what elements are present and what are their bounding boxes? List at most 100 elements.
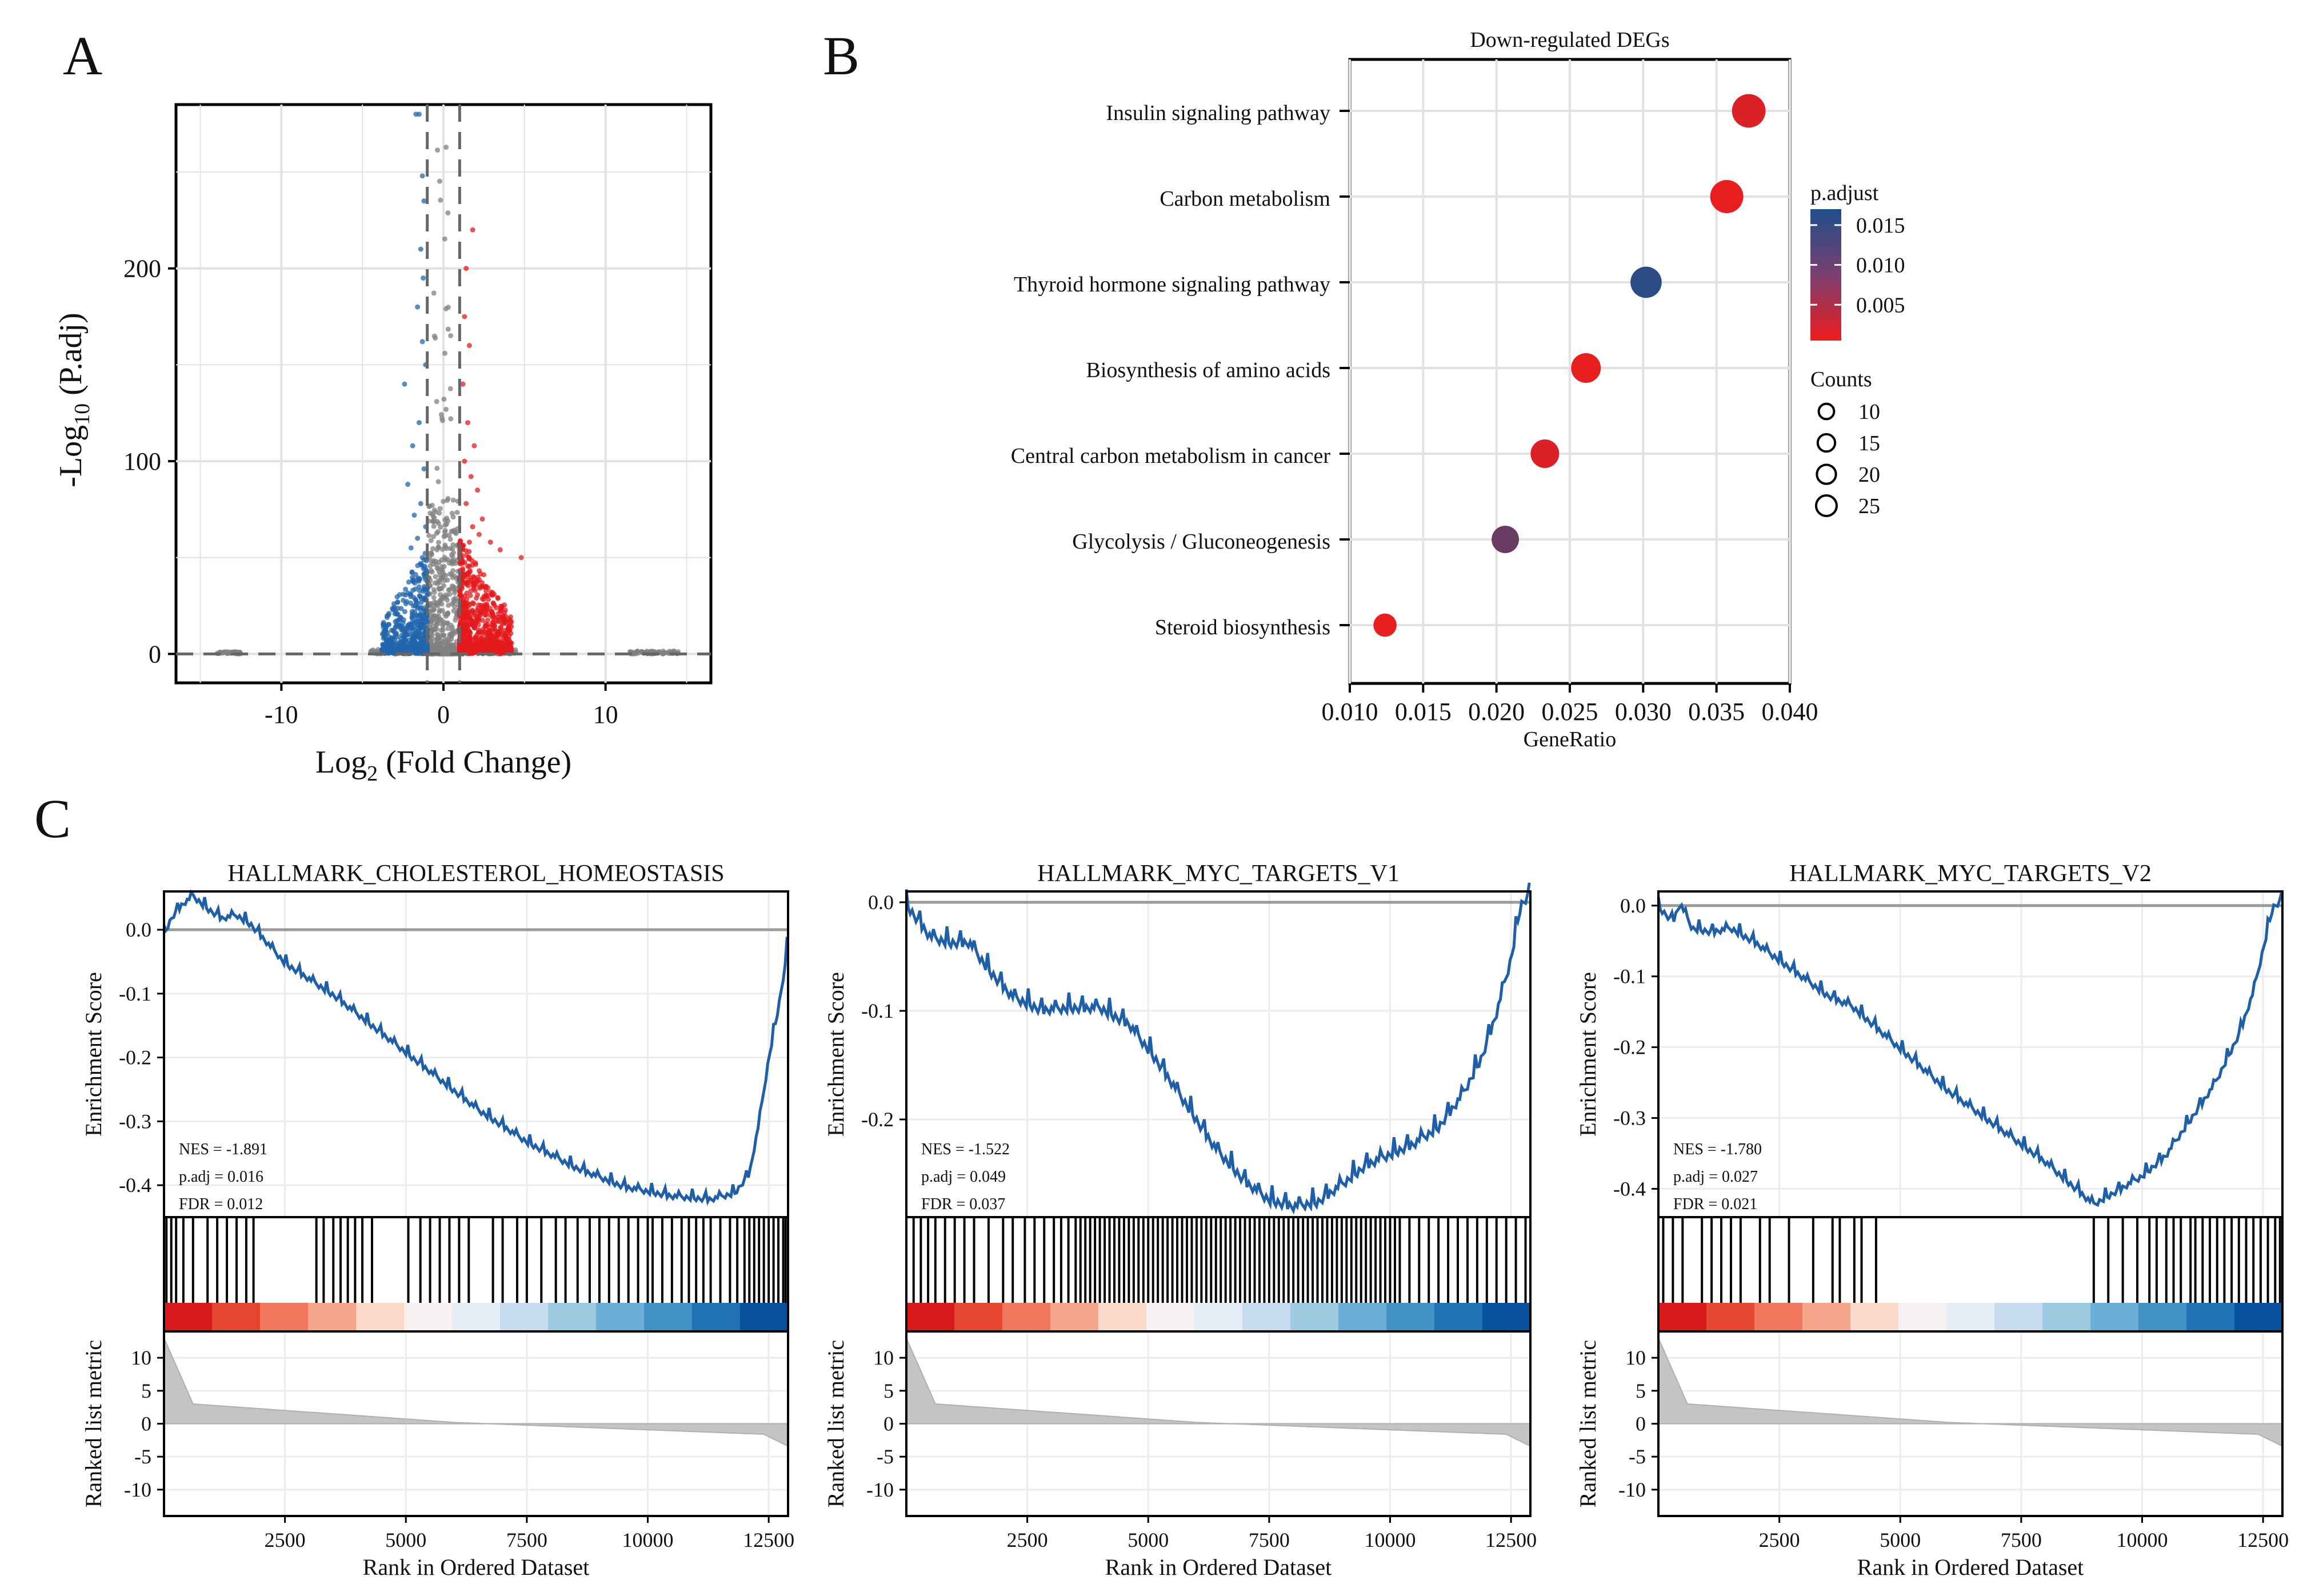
volcano-point-up — [477, 643, 483, 649]
gsea-metric-tick-label: 10 — [131, 1346, 151, 1369]
volcano-point-ns — [435, 581, 441, 586]
volcano-point-down — [413, 111, 419, 117]
volcano-point-ns — [439, 608, 445, 614]
legend-size-items: 10 15 20 25 — [1815, 400, 1880, 518]
volcano-point-ns — [447, 591, 453, 597]
volcano-point-up — [476, 531, 482, 537]
volcano-point-down — [393, 623, 399, 629]
gsea-running-es-line — [162, 889, 789, 1206]
volcano-point-down — [421, 566, 426, 571]
volcano-point-up — [497, 646, 503, 651]
volcano-point-up — [473, 621, 479, 626]
gsea-rank-heat-block — [1002, 1303, 1051, 1331]
gsea-x-axis-title: Rank in Ordered Dataset — [363, 1554, 590, 1580]
volcano-point-down — [415, 575, 421, 581]
volcano-point-down — [417, 593, 422, 599]
volcano-point-down — [409, 622, 414, 628]
volcano-point-down — [408, 646, 414, 652]
volcano-point-down — [418, 501, 423, 506]
volcano-point-up — [462, 314, 467, 319]
dotplot-point — [1710, 180, 1744, 213]
volcano-point-up — [508, 630, 514, 636]
gsea-hit-panel — [906, 1217, 1530, 1303]
volcano-point-up — [490, 590, 495, 595]
gsea-rank-heat-block — [1850, 1303, 1899, 1331]
gsea-es-tick-label: -0.1 — [861, 999, 894, 1022]
volcano-point-down — [391, 601, 397, 607]
gsea-x-tick-label: 5000 — [1880, 1529, 1921, 1551]
legend-size-title: Counts — [1810, 367, 1872, 391]
volcano-point-ns — [438, 412, 444, 418]
gsea-nes-text: NES = -1.522 — [921, 1141, 1010, 1158]
volcano-point-up — [468, 474, 474, 479]
volcano-point-ns — [446, 645, 451, 650]
volcano-point-ns — [431, 523, 437, 529]
gsea-es-tick-label: -0.2 — [119, 1046, 151, 1069]
volcano-point-ns — [431, 507, 437, 513]
volcano-point-up — [468, 575, 474, 581]
gsea-rank-heat-block — [1994, 1303, 2043, 1331]
volcano-point-up — [467, 629, 473, 635]
volcano-point-up — [473, 581, 479, 586]
volcano-point-up — [457, 538, 463, 543]
volcano-point-up — [502, 630, 508, 636]
gsea-es-tick-label: -0.1 — [119, 982, 151, 1005]
gsea-rank-heat-block — [2186, 1303, 2235, 1331]
gsea-padj-text: p.adj = 0.027 — [1673, 1168, 1758, 1186]
volcano-point-ns — [426, 533, 432, 538]
gsea-rank-heat-block — [1290, 1303, 1339, 1331]
volcano-point-ns — [445, 611, 450, 617]
volcano-point-ns — [439, 557, 445, 563]
gsea-rank-heat-block — [1194, 1303, 1243, 1331]
volcano-point-ns — [225, 649, 231, 655]
volcano-point-ns — [449, 571, 455, 577]
volcano-point-down — [421, 198, 427, 204]
volcano-point-ns — [445, 626, 451, 631]
dotplot-x-tick-label: 0.040 — [1762, 698, 1818, 726]
gsea-x-tick-label: 7500 — [506, 1529, 547, 1551]
volcano-point-up — [504, 636, 510, 642]
volcano-point-ns — [630, 651, 636, 657]
volcano-point-ns — [434, 399, 439, 405]
volcano-point-ns — [434, 622, 439, 627]
gsea-metric-tick-label: -5 — [877, 1445, 894, 1468]
volcano-point-ns — [445, 210, 451, 216]
volcano-point-down — [409, 635, 415, 641]
gsea-myc-targets-v1: HALLMARK_MYC_TARGETS_V1 0.0 -0.1 -0.2 Enrich… — [823, 861, 1537, 1580]
gsea-metric-tick-label: -10 — [1618, 1478, 1646, 1501]
gsea-x-tick-label: 12500 — [743, 1529, 794, 1551]
gsea-rank-heat-block — [1386, 1303, 1435, 1331]
volcano-point-ns — [449, 561, 455, 567]
volcano-point-up — [465, 643, 471, 649]
volcano-point-up — [462, 571, 468, 577]
gsea-hit-panel — [164, 1217, 788, 1303]
dotplot-x-axis-title: GeneRatio — [1524, 727, 1617, 751]
volcano-point-down — [416, 626, 422, 632]
volcano-point-ns — [435, 602, 441, 608]
legend-size-circle — [1815, 494, 1838, 517]
gsea-ranked-metric-area — [906, 1338, 1531, 1447]
gsea-es-axis-title: Enrichment Score — [1575, 972, 1601, 1137]
volcano-point-up — [467, 651, 473, 657]
volcano-point-up — [486, 625, 492, 630]
volcano-point-ns — [438, 524, 443, 530]
volcano-point-down — [413, 597, 419, 603]
volcano-point-up — [483, 588, 489, 594]
volcano-point-ns — [448, 416, 454, 422]
gsea-panel-frame — [1657, 1330, 2284, 1517]
volcano-point-ns — [441, 633, 446, 638]
gsea-es-tick-label: -0.1 — [1613, 965, 1646, 988]
gsea-rank-heat-block — [308, 1303, 357, 1331]
volcano-point-ns — [442, 529, 447, 535]
volcano-point-up — [457, 621, 463, 626]
volcano-point-down — [401, 634, 406, 640]
volcano-point-down — [410, 574, 415, 580]
legend-size-label: 10 — [1858, 400, 1880, 424]
volcano-point-down — [409, 615, 415, 621]
gsea-rank-heat-block — [954, 1303, 1003, 1331]
gsea-rank-heat-block — [1482, 1303, 1531, 1331]
gsea-fdr-text: FDR = 0.012 — [179, 1195, 263, 1213]
dotplot-term-label: Carbon metabolism — [1160, 187, 1330, 211]
volcano-point-ns — [439, 546, 445, 552]
volcano-point-up — [476, 629, 482, 635]
